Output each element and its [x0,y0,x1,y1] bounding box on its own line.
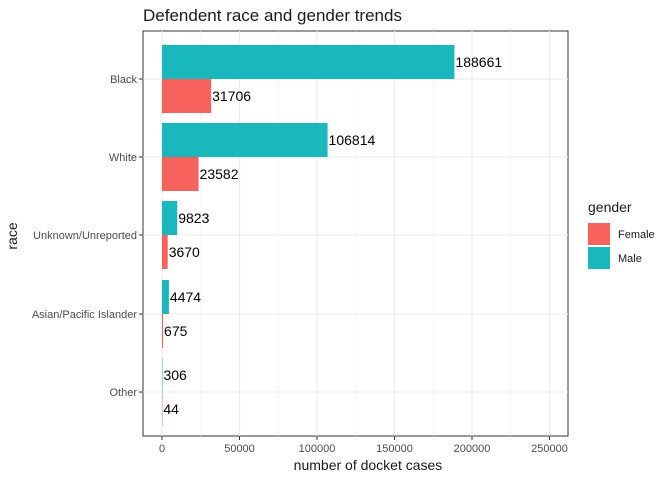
y-axis-title: race [4,222,20,249]
y-tick-label: White [109,152,137,164]
x-tick-label: 100000 [299,443,336,455]
legend-label: Female [618,229,655,241]
bar-value-label: 9823 [178,210,209,226]
bar-male [162,201,178,235]
bar-female [162,314,164,348]
bar-value-label: 306 [163,367,187,383]
legend-items: Female Male [588,223,655,269]
y-tick-label: Unknown/Unreported [33,230,137,242]
x-axis-title: number of docket cases [294,457,443,473]
bar-value-label: 188661 [455,54,502,70]
x-tick-label: 250000 [531,443,568,455]
legend-key-female [588,223,610,245]
x-axis: 0 50000 100000 150000 200000 250000 [159,436,568,455]
bar-labels: 188661 31706 106814 23582 9823 3670 4474 675 306… [163,54,502,417]
legend-key-male [588,247,610,269]
chart-title: Defendent race and gender trends [143,6,402,25]
bar-value-label: 31706 [212,88,251,104]
y-tick-label: Black [110,74,137,86]
x-tick-label: 150000 [376,443,413,455]
bar-female [162,235,168,269]
legend: gender Female Male [588,199,655,269]
bar-value-label: 23582 [200,166,239,182]
y-tick-label: Asian/Pacific Islander [32,309,137,321]
x-tick-label: 0 [159,443,165,455]
bar-value-label: 675 [164,323,188,339]
legend-title: gender [588,199,632,215]
bar-male [162,45,455,79]
x-tick-label: 50000 [224,443,255,455]
bar-female [162,79,212,113]
bar-male [162,123,328,157]
bar-value-label: 106814 [329,132,376,148]
x-tick-label: 200000 [454,443,491,455]
y-axis: Black White Unknown/Unreported Asian/Pacifi… [32,74,143,399]
bar-male [162,280,169,314]
bars [162,45,455,426]
bar-value-label: 3670 [169,244,200,260]
bar-value-label: 44 [163,401,179,417]
bar-value-label: 4474 [170,289,201,305]
bar-female [162,157,199,191]
y-tick-label: Other [109,387,137,399]
legend-label: Male [618,253,642,265]
